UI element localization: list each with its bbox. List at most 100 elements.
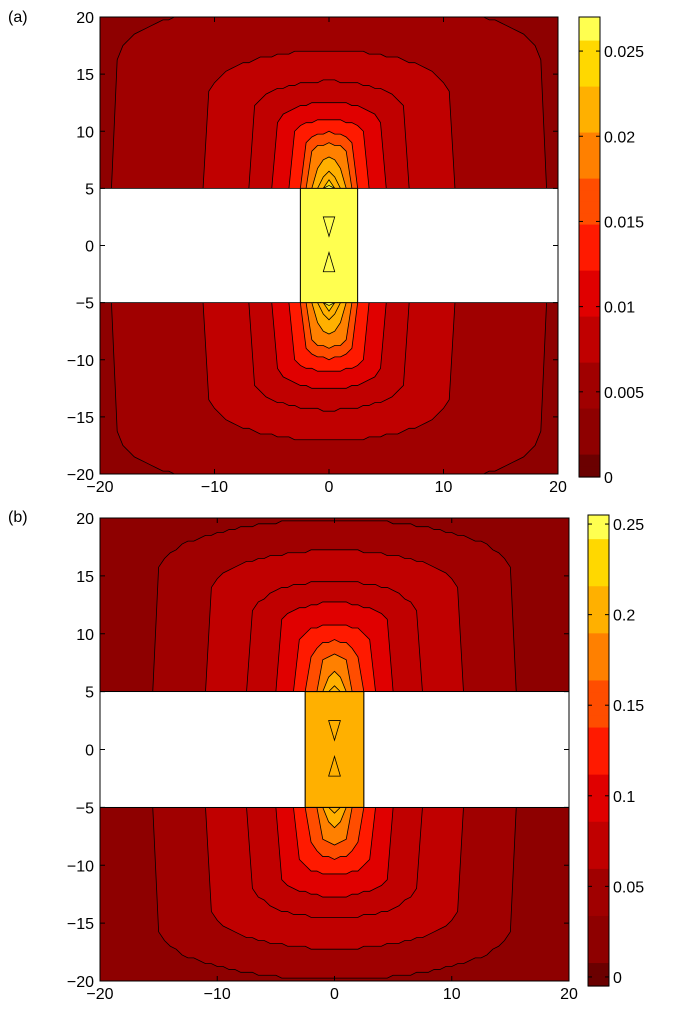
panel-a: (a) −20 −10 0 10 20 −20 −15 −10 −5 0 5 10 15 20 0 0.0… [8, 9, 644, 496]
y-tick-label: 10 [76, 124, 94, 141]
panel-a-colorbar: 0 0.005 0.01 0.015 0.02 0.025 [578, 16, 644, 487]
colorbar-tick-label: 0.1 [613, 789, 635, 806]
colorbar-tick-label: 0.05 [613, 879, 644, 896]
colorbar-swatch [579, 143, 600, 156]
x-tick-label: −10 [204, 986, 231, 1003]
colorbar-swatch [579, 385, 600, 398]
colorbar-swatch [579, 189, 600, 202]
y-tick-label: 15 [76, 569, 94, 586]
panel-b-plot-area [99, 517, 570, 982]
colorbar-swatch [579, 178, 600, 191]
panel-a-plot-area [99, 16, 559, 475]
panel-b-x-axis: −20 −10 0 10 20 [86, 518, 578, 1003]
x-tick-label: 20 [560, 986, 578, 1003]
masked-region [100, 187, 301, 304]
masked-region [357, 187, 558, 304]
colorbar-swatch [588, 891, 609, 905]
colorbar-swatch [588, 644, 609, 657]
channel-contour [322, 216, 336, 273]
colorbar-swatch [579, 408, 600, 421]
colorbar-swatch [588, 679, 609, 693]
colorbar-swatch [579, 63, 600, 76]
colorbar-swatch [588, 620, 609, 634]
y-tick-label: −20 [67, 974, 94, 991]
colorbar-swatch [579, 339, 600, 352]
y-tick-label: 20 [76, 10, 94, 27]
colorbar-swatch [588, 538, 609, 551]
colorbar-swatch [588, 856, 609, 869]
y-tick-label: 20 [76, 511, 94, 528]
colorbar-swatch [579, 442, 600, 455]
colorbar-swatch [588, 927, 609, 940]
colorbar-swatch [588, 573, 609, 587]
colorbar-swatch [579, 51, 600, 64]
colorbar-swatch [579, 120, 600, 133]
colorbar-swatch [588, 903, 609, 916]
colorbar-swatch [579, 235, 600, 248]
masked-region [100, 691, 306, 808]
colorbar-swatch [579, 293, 600, 306]
colorbar-swatch [579, 212, 600, 225]
colorbar-swatch [588, 950, 609, 964]
y-tick-label: 15 [76, 67, 94, 84]
x-tick-label: 10 [443, 986, 461, 1003]
colorbar-swatch [588, 703, 609, 716]
colorbar-swatch [579, 465, 600, 478]
x-tick-label: 20 [549, 479, 567, 496]
colorbar-swatch [579, 247, 600, 260]
colorbar-swatch [579, 258, 600, 271]
colorbar-tick-label: 0 [613, 970, 622, 987]
colorbar-swatch [588, 656, 609, 669]
panel-b-colorbar: 0 0.05 0.1 0.15 0.2 0.25 [587, 514, 644, 987]
colorbar-swatch [579, 270, 600, 283]
colorbar-swatch [588, 868, 609, 881]
colorbar-swatch [588, 938, 609, 952]
colorbar-swatch [579, 454, 600, 467]
colorbar-swatch [588, 915, 609, 928]
y-tick-label: −10 [67, 353, 94, 370]
colorbar-swatch [588, 515, 609, 528]
colorbar-swatch [579, 97, 600, 110]
y-tick-label: 5 [85, 685, 94, 702]
y-tick-label: 0 [85, 743, 94, 760]
colorbar-swatch [588, 762, 609, 775]
panel-a-label: (a) [8, 9, 28, 26]
colorbar-swatch [588, 797, 609, 810]
colorbar-swatch [579, 74, 600, 87]
masked-region [363, 691, 569, 808]
colorbar-swatch [588, 597, 609, 610]
channel-contour [328, 720, 341, 777]
colorbar-swatch [579, 109, 600, 122]
colorbar-swatch [579, 155, 600, 168]
y-tick-label: −5 [76, 296, 94, 313]
panel-b-label: (b) [8, 509, 28, 526]
colorbar-tick-label: 0.005 [604, 385, 644, 402]
colorbar-swatch [588, 974, 609, 987]
colorbar-swatch [579, 396, 600, 409]
panel-b-y-axis: −20 −15 −10 −5 0 5 10 15 20 [67, 511, 569, 991]
colorbar-swatch [579, 350, 600, 363]
colorbar-swatch [588, 585, 609, 599]
colorbar-swatch [588, 609, 609, 622]
colorbar-swatch [588, 726, 609, 740]
colorbar-swatch [579, 17, 600, 30]
colorbar-swatch [579, 373, 600, 386]
colorbar-swatch [579, 166, 600, 179]
colorbar-tick-label: 0 [604, 470, 613, 487]
colorbar-swatch [588, 785, 609, 799]
colorbar-swatch [579, 28, 600, 41]
y-tick-label: 5 [85, 181, 94, 198]
y-tick-label: 10 [76, 627, 94, 644]
x-tick-label: −20 [86, 479, 113, 496]
colorbar-swatch [588, 526, 609, 540]
x-tick-label: 0 [330, 986, 339, 1003]
colorbar-swatch [579, 201, 600, 214]
y-tick-label: −20 [67, 467, 94, 484]
colorbar-swatch [588, 962, 609, 975]
colorbar-tick-label: 0.02 [604, 129, 635, 146]
colorbar-swatch [579, 316, 600, 329]
y-tick-label: −15 [67, 410, 94, 427]
panel-b: (b) −20 −10 0 10 20 −20 −15 −10 −5 0 5 10 15 20 0 0.0… [8, 509, 644, 1003]
colorbar-swatch [579, 224, 600, 237]
colorbar-swatch [588, 632, 609, 646]
